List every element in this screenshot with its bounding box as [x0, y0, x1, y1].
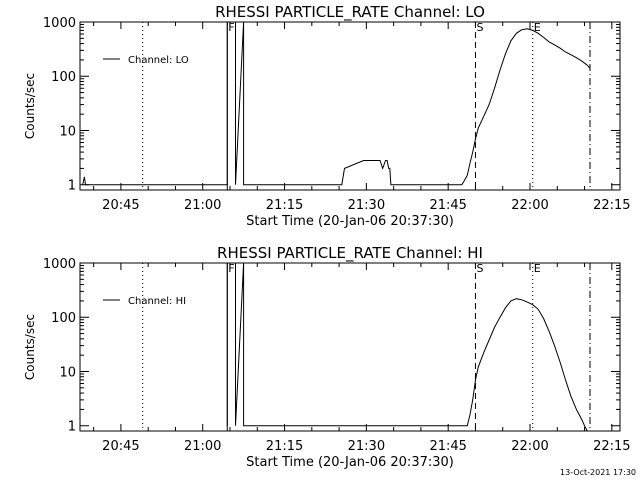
plot-frame	[79, 21, 621, 191]
chart-panel-1: RHESSI PARTICLE_RATE Channel: LO Start Ti…	[23, 3, 631, 229]
footer-timestamp: 13-Oct-2021 17:30	[560, 468, 636, 477]
x-tick-label: 21:30	[348, 439, 385, 454]
y-tick-label: 1	[68, 179, 76, 194]
x-tick-label: 21:45	[429, 439, 466, 454]
x-tick-label: 21:45	[429, 198, 466, 213]
x-tick-label: 21:15	[266, 439, 303, 454]
series-line	[226, 262, 588, 432]
marker-label-e: E	[534, 21, 541, 34]
x-tick-label: 21:00	[184, 439, 221, 454]
x-axis-label: Start Time (20-Jan-06 20:37:30)	[246, 214, 454, 229]
x-tick-label: 20:45	[102, 439, 139, 454]
legend-label: Channel: HI	[128, 296, 186, 307]
x-tick-label: 22:00	[511, 198, 548, 213]
y-tick-label: 10	[59, 124, 76, 139]
marker-label-s: S	[476, 21, 483, 34]
x-tick-label: 21:15	[266, 198, 303, 213]
chart-title: RHESSI PARTICLE_RATE Channel: HI	[217, 244, 483, 263]
y-tick-label: 1000	[43, 16, 76, 31]
chart-panel-2: RHESSI PARTICLE_RATE Channel: HI Start Ti…	[23, 244, 631, 470]
legend-label: Channel: LO	[128, 55, 189, 66]
x-tick-label: 20:45	[102, 198, 139, 213]
y-tick-label: 100	[51, 311, 76, 326]
x-axis-label: Start Time (20-Jan-06 20:37:30)	[246, 455, 454, 470]
y-axis-label: Counts/sec	[23, 73, 37, 139]
plot-frame	[79, 262, 621, 432]
marker-label-s: S	[476, 262, 483, 275]
y-tick-label: 100	[51, 70, 76, 85]
y-tick-label: 1	[68, 420, 76, 435]
y-tick-label: 10	[59, 365, 76, 380]
marker-label-f: F	[228, 21, 234, 34]
marker-label-e: E	[534, 262, 541, 275]
series-line	[82, 21, 591, 186]
x-tick-label: 22:15	[593, 198, 630, 213]
x-tick-label: 21:00	[184, 198, 221, 213]
x-tick-label: 22:00	[511, 439, 548, 454]
x-tick-label: 22:15	[593, 439, 630, 454]
x-tick-label: 21:30	[348, 198, 385, 213]
y-tick-label: 1000	[43, 257, 76, 272]
y-axis-label: Counts/sec	[23, 314, 37, 380]
marker-label-f: F	[228, 262, 234, 275]
chart-title: RHESSI PARTICLE_RATE Channel: LO	[215, 3, 485, 22]
